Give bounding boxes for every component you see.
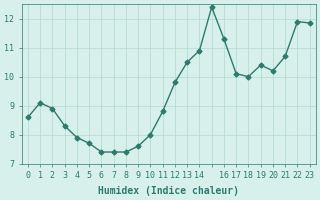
X-axis label: Humidex (Indice chaleur): Humidex (Indice chaleur) xyxy=(98,186,239,196)
